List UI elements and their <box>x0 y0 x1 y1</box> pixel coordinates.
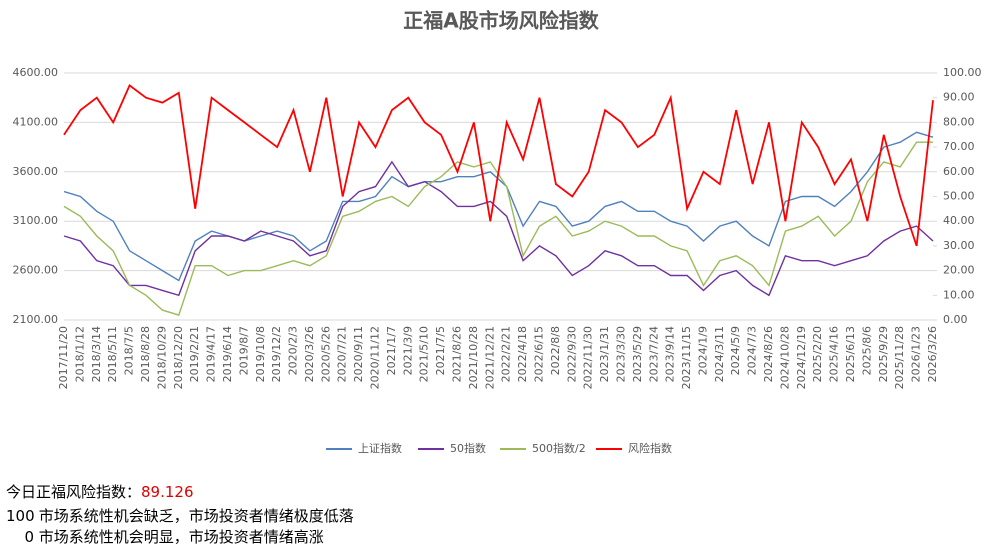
legend-label: 风险指数 <box>628 441 672 455</box>
note-line: 100 市场系统性机会缺乏，市场投资者情绪极度低落 <box>6 505 354 526</box>
legend-label: 500指数/2 <box>532 441 586 455</box>
x-tick-label: 2018/10/29 <box>155 326 168 389</box>
y2-tick-label: 0.00 <box>943 313 968 326</box>
x-tick-label: 2023/9/14 <box>664 326 677 382</box>
x-tick-label: 2021/10/28 <box>467 326 480 389</box>
level: 100 <box>6 507 35 525</box>
x-tick-label: 2025/11/28 <box>893 326 906 389</box>
y2-tick-label: 90.00 <box>943 91 975 104</box>
y2-tick-label: 50.00 <box>943 190 975 203</box>
x-tick-label: 2025/6/13 <box>844 326 857 382</box>
x-tick-label: 2024/3/11 <box>713 326 726 382</box>
x-tick-label: 2024/1/9 <box>696 326 709 375</box>
y2-tick-label: 60.00 <box>943 165 975 178</box>
x-tick-label: 2023/1/31 <box>598 326 611 382</box>
x-tick-label: 2023/3/30 <box>614 326 627 382</box>
x-tick-label: 2021/5/10 <box>418 326 431 382</box>
chart: 正福A股市场风险指数 2100.00 2600.00 3100.00 3600.00 4… <box>13 9 982 456</box>
x-tick-label: 2024/5/9 <box>729 326 742 375</box>
legend-label: 50指数 <box>450 441 486 455</box>
x-tick-label: 2022/6/15 <box>532 326 545 382</box>
x-tick-label: 2018/8/28 <box>139 326 152 382</box>
x-tick-label: 2022/9/30 <box>565 326 578 382</box>
today-value: 89.126 <box>141 483 194 501</box>
x-tick-label: 2019/4/17 <box>205 326 218 382</box>
today-label: 今日正福风险指数： <box>6 483 142 501</box>
x-tick-label: 2021/3/9 <box>401 326 414 375</box>
note: 市场系统性机会缺乏，市场投资者情绪极度低落 <box>38 507 354 525</box>
x-tick-label: 2021/8/26 <box>451 326 464 382</box>
y-tick-label: 3600.00 <box>13 165 59 178</box>
x-tick-label: 2020/3/26 <box>303 326 316 382</box>
series-line <box>63 84 934 247</box>
x-tick-label: 2025/9/29 <box>877 326 890 382</box>
x-tick-label: 2022/11/30 <box>582 326 595 389</box>
x-tick-label: 2018/7/5 <box>123 326 136 375</box>
y2-tick-label: 70.00 <box>943 140 975 153</box>
x-tick-label: 2021/7/5 <box>434 326 447 375</box>
x-tick-label: 2020/5/26 <box>319 326 332 382</box>
x-tick-label: 2019/10/8 <box>254 326 267 382</box>
x-tick-label: 2023/5/29 <box>631 326 644 382</box>
x-tick-label: 2024/7/3 <box>746 326 759 375</box>
x-tick-label: 2020/7/21 <box>336 326 349 382</box>
x-tick-label: 2024/10/28 <box>778 326 791 389</box>
x-tick-label: 2019/6/14 <box>221 326 234 382</box>
legend-label: 上证指数 <box>358 441 402 455</box>
x-tick-label: 2023/7/24 <box>647 326 660 382</box>
x-tick-label: 2022/2/21 <box>500 326 513 382</box>
x-tick-label: 2024/8/26 <box>762 326 775 382</box>
x-tick-label: 2026/1/23 <box>910 326 923 382</box>
x-tick-label: 2017/11/20 <box>57 326 70 389</box>
y2-tick-label: 80.00 <box>943 115 975 128</box>
x-tick-label: 2019/8/7 <box>237 326 250 375</box>
series-line <box>63 160 934 297</box>
today-line: 今日正福风险指数：89.126 <box>6 481 194 502</box>
x-tick-label: 2018/3/14 <box>90 326 103 382</box>
x-tick-label: 2020/2/3 <box>287 326 300 375</box>
x-tick-label: 2022/8/8 <box>549 326 562 375</box>
y-tick-label: 4600.00 <box>13 66 59 79</box>
note-line: 0 市场系统性机会明显，市场投资者情绪高涨 <box>6 526 324 547</box>
x-tick-label: 2020/9/11 <box>352 326 365 382</box>
y-tick-label: 2600.00 <box>13 264 59 277</box>
x-tick-label: 2018/12/20 <box>172 326 185 389</box>
x-tick-label: 2021/1/7 <box>385 326 398 375</box>
x-tick-label: 2019/2/21 <box>188 326 201 382</box>
x-tick-label: 2018/5/11 <box>106 326 119 382</box>
chart-title: 正福A股市场风险指数 <box>403 9 599 33</box>
note: 市场系统性机会明显，市场投资者情绪高涨 <box>38 528 324 546</box>
y2-tick-label: 10.00 <box>943 288 975 301</box>
y-tick-label: 4100.00 <box>13 115 59 128</box>
x-tick-label: 2019/12/2 <box>270 326 283 382</box>
x-tick-label: 2023/11/15 <box>680 326 693 389</box>
y2-tick-label: 40.00 <box>943 214 975 227</box>
x-tick-label: 2022/4/18 <box>516 326 529 382</box>
x-tick-label: 2021/12/21 <box>483 326 496 389</box>
y-tick-label: 3100.00 <box>13 214 59 227</box>
x-tick-label: 2025/2/20 <box>811 326 824 382</box>
x-tick-label: 2020/11/12 <box>369 326 382 389</box>
y2-tick-label: 100.00 <box>943 66 982 79</box>
x-tick-label: 2025/4/16 <box>828 326 841 382</box>
level: 0 <box>24 528 34 546</box>
y-tick-label: 2100.00 <box>13 313 59 326</box>
x-tick-label: 2018/1/12 <box>73 326 86 382</box>
x-tick-label: 2024/12/19 <box>795 326 808 389</box>
y2-tick-label: 20.00 <box>943 264 975 277</box>
x-tick-label: 2025/8/6 <box>860 326 873 375</box>
y2-tick-label: 30.00 <box>943 239 975 252</box>
x-tick-label: 2026/3/26 <box>926 326 939 382</box>
